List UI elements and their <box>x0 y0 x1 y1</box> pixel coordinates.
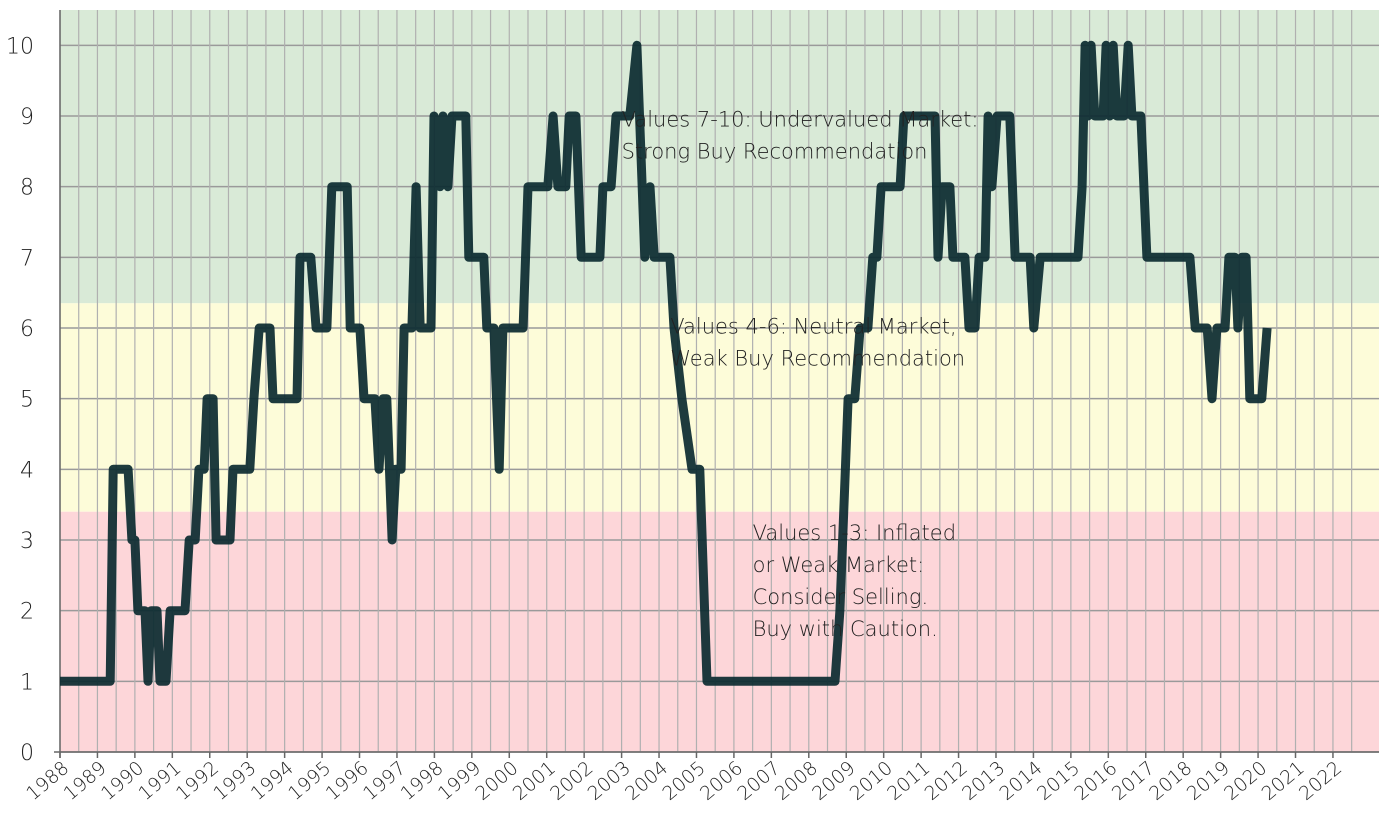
x-tick-label: 1995 <box>284 757 335 805</box>
x-tick-label: 2009 <box>808 757 859 805</box>
x-tick-label: 2013 <box>958 757 1009 805</box>
annotation-line: Values 1-3: Inflated <box>753 521 956 545</box>
annotation: Values 1-3: Inflated or Weak Market: Consi… <box>753 521 956 641</box>
annotation-line: Weak Buy Recommendation <box>670 347 965 371</box>
y-tick-label: 1 <box>20 670 34 695</box>
x-tick-label: 2022 <box>1295 757 1346 805</box>
annotation-line: Strong Buy Recommendation <box>622 140 928 164</box>
annotation-line: Values 4-6: Neutral Market, <box>670 315 956 339</box>
y-tick-label: 7 <box>20 246 34 271</box>
x-tick-label: 2000 <box>471 757 522 805</box>
x-tick-label: 1992 <box>172 757 223 805</box>
annotation: Values 7-10: Undervalued Market: Strong B… <box>622 108 979 164</box>
x-tick-label: 2010 <box>846 757 897 805</box>
x-tick-label: 2011 <box>883 757 934 805</box>
y-tick-label: 6 <box>20 317 34 342</box>
x-tick-label: 1993 <box>209 757 260 805</box>
y-tick-label: 3 <box>20 529 34 554</box>
x-tick-label: 2017 <box>1108 757 1159 805</box>
data-line <box>60 40 1272 686</box>
x-tick-label: 2002 <box>546 757 597 805</box>
annotation-line: Consider Selling. <box>753 585 929 609</box>
x-tick-label: 2012 <box>921 757 972 805</box>
annotation-line: or Weak Market: <box>753 553 925 577</box>
y-tick-label: 5 <box>20 388 34 413</box>
annotation-line: Buy with Caution. <box>753 617 938 641</box>
y-tick-label: 8 <box>20 176 34 201</box>
x-tick-label: 2015 <box>1033 757 1084 805</box>
x-tick-label: 2018 <box>1145 757 1196 805</box>
x-tick-label: 2021 <box>1258 757 1309 805</box>
x-tick-label: 2016 <box>1070 757 1121 805</box>
x-tick-label: 1996 <box>322 757 373 805</box>
y-tick-label: 10 <box>6 34 34 59</box>
x-tick-label: 1999 <box>434 757 485 805</box>
x-tick-label: 2001 <box>509 757 560 805</box>
band <box>60 511 1379 752</box>
y-tick-label: 9 <box>20 105 34 130</box>
x-tick-label: 2005 <box>659 757 710 805</box>
y-tick-label: 0 <box>20 741 34 766</box>
x-tick-label: 2006 <box>696 757 747 805</box>
y-tick-label: 4 <box>20 458 34 483</box>
x-tick-label: 1994 <box>247 757 298 805</box>
band <box>60 303 1379 512</box>
x-tick-label: 2008 <box>771 757 822 805</box>
x-tick-label: 2014 <box>995 757 1046 805</box>
x-tick-label: 2004 <box>621 757 672 805</box>
y-tick-label: 2 <box>20 600 34 625</box>
x-tick-label: 2020 <box>1220 757 1271 805</box>
annotation-line: Values 7-10: Undervalued Market: <box>622 108 979 132</box>
x-tick-label: 2019 <box>1183 757 1234 805</box>
annotation: Values 4-6: Neutral Market, Weak Buy Reco… <box>670 315 965 371</box>
x-tick-label: 1991 <box>134 757 185 805</box>
x-tick-label: 1990 <box>97 757 148 805</box>
x-tick-label: 1998 <box>396 757 447 805</box>
x-tick-label: 2003 <box>584 757 635 805</box>
x-tick-label: 2007 <box>733 757 784 805</box>
x-tick-label: 1997 <box>359 757 410 805</box>
x-tick-label: 1989 <box>59 757 110 805</box>
